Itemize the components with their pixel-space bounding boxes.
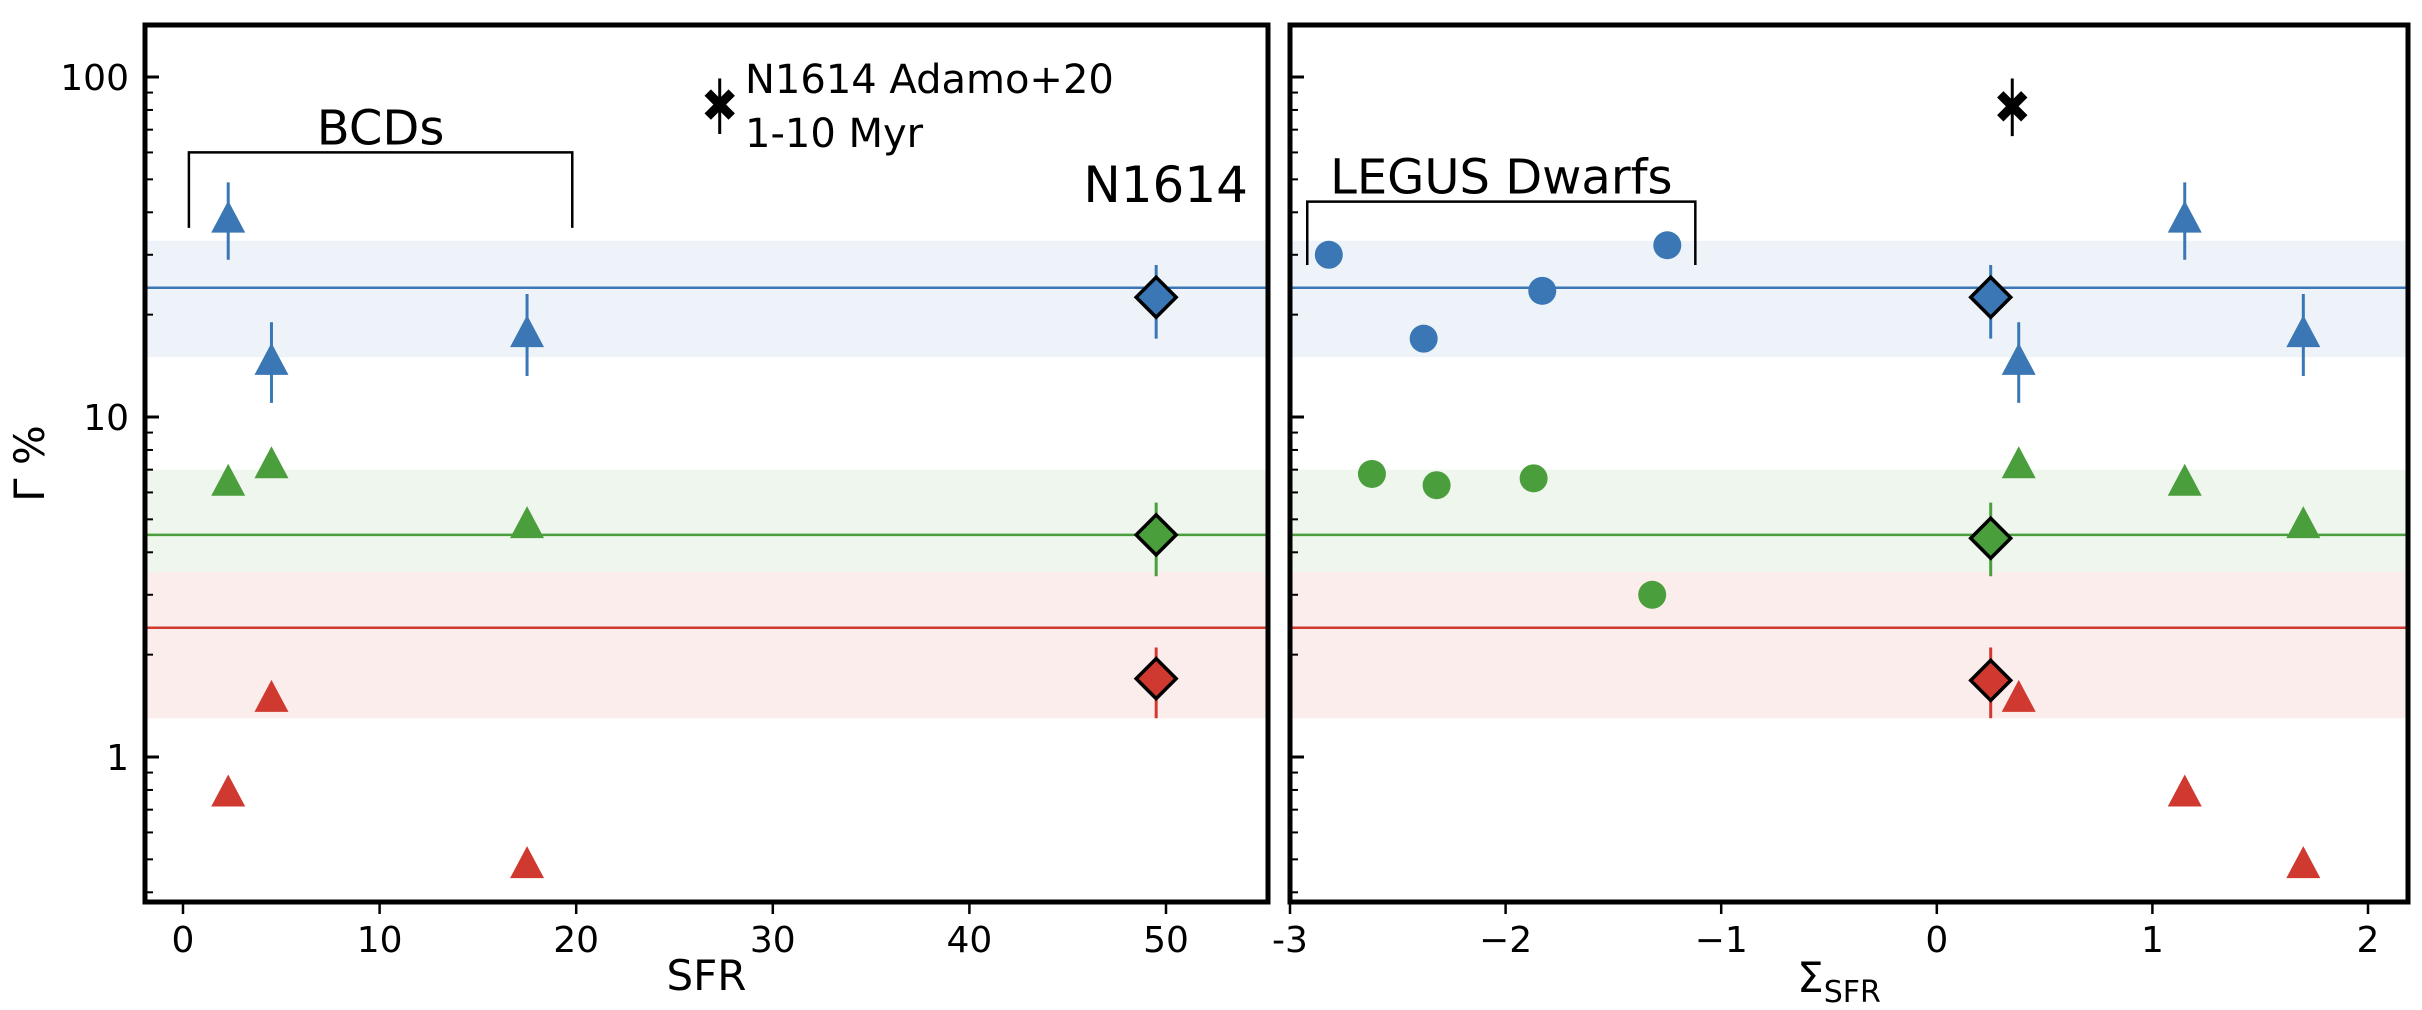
x-tick-label: 40 [946,920,992,961]
axes-frame [1287,22,2411,905]
x-tick-label: 20 [553,920,599,961]
x-tick-label: 0 [172,920,195,961]
y-axis-label: Γ % [5,425,54,502]
triangle-marker-bcds-green-1 [2001,446,2036,479]
x-tick-label: −1 [1695,920,1748,961]
x-tick-label: 0 [1925,920,1948,961]
triangle-marker-bcds-blue-1 [2001,342,2036,375]
triangle-marker-bcds-blue-0 [211,200,246,233]
x-marker-n1614-adamo-20-0 [704,89,735,120]
triangle-marker-bcds-red-2 [2286,846,2321,879]
bracket-line [187,151,574,228]
triangle-marker-bcds-red-0 [211,774,246,807]
bracket-line [1306,200,1697,265]
x-tick-label: 10 [357,920,403,961]
bracket-label: LEGUS Dwarfs [1330,150,1672,206]
axes-frame [142,22,1271,905]
band-green [145,469,1268,573]
triangle-marker-bcds-red-2 [510,846,545,879]
circle-marker-legus-green-1 [1422,471,1451,500]
triangle-marker-bcds-green-0 [211,463,246,496]
x-tick-label: 50 [1143,920,1189,961]
n1614-label: N1614 [1083,156,1248,214]
x-tick-label: 1 [2141,920,2164,961]
triangle-marker-bcds-green-1 [254,446,289,479]
diamond-marker-n1614-blue-0 [1133,274,1179,320]
y-tick-label: 1 [106,738,129,779]
x-tick-label: 2 [2357,920,2380,961]
diamond-marker-n1614-red-0 [1133,656,1179,702]
x-tick-label: −2 [1479,920,1532,961]
band-blue [1290,240,2408,358]
triangle-marker-bcds-green-2 [510,506,545,539]
diamond-marker-n1614-red-0 [1968,657,2014,703]
band-red [1290,572,2408,719]
x-axis-label: ΣSFR [1797,953,1881,1010]
y-tick-label: 10 [83,398,129,439]
x-marker-n1614-adamo-20-0 [1997,91,2028,122]
circle-marker-legus-blue-0 [1314,240,1343,269]
diamond-marker-n1614-blue-0 [1968,274,2014,320]
triangle-marker-bcds-green-2 [2286,506,2321,539]
x-axis-label-main: Σ [1797,953,1824,1002]
circle-marker-legus-blue-2 [1528,276,1557,305]
triangle-marker-bcds-blue-0 [2167,200,2202,233]
right-panel: LEGUS Dwarfs -3 −2 −1 0 1 2 ΣSFR [1272,22,2411,1010]
y-tick-label: 100 [60,58,129,99]
triangle-marker-bcds-red-0 [2167,774,2202,807]
band-blue [145,240,1268,358]
triangle-marker-bcds-blue-2 [2286,315,2321,348]
triangle-marker-bcds-blue-2 [510,315,545,348]
band-red [145,572,1268,719]
adamo-label-line2: 1-10 Myr [745,111,924,157]
triangle-marker-bcds-green-0 [2167,463,2202,496]
circle-marker-legus-green-0 [1357,459,1386,488]
plot-area [1290,78,2408,879]
circle-marker-legus-green-3 [1638,580,1667,609]
adamo-label-line1: N1614 Adamo+20 [745,57,1114,103]
triangle-marker-bcds-red-1 [254,679,289,712]
x-axis-label-subscript: SFR [1824,975,1881,1010]
x-axis-label: SFR [666,951,746,1000]
triangle-marker-bcds-red-1 [2001,679,2036,712]
left-panel: BCDs N1614 Adamo+20 1-10 Myr N1614 1 10 100 0 10… [5,22,1271,1000]
diamond-marker-n1614-green-0 [1968,515,2014,561]
circle-marker-legus-blue-1 [1409,324,1438,353]
diamond-marker-n1614-green-0 [1133,512,1179,558]
x-tick-label: 30 [750,920,796,961]
x-tick-label: -3 [1272,920,1308,961]
bracket-label: BCDs [317,100,445,156]
triangle-marker-bcds-blue-1 [254,342,289,375]
plot-area [145,78,1268,879]
circle-marker-legus-green-2 [1519,464,1548,493]
circle-marker-legus-blue-3 [1653,231,1682,260]
band-green [1290,469,2408,573]
